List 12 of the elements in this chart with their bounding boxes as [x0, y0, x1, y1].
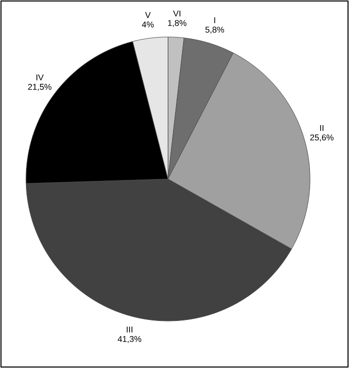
- data-label: 41,3%: [118, 336, 142, 343]
- slice-label: IV: [36, 74, 44, 80]
- slice-label: I: [214, 17, 216, 24]
- slice-label: VI: [173, 10, 180, 16]
- slice-label: V: [145, 12, 151, 18]
- slice-label: II: [320, 125, 324, 131]
- data-label: 25,6%: [310, 134, 334, 142]
- data-label: 4%: [142, 22, 154, 28]
- data-label: 1,8%: [168, 20, 186, 27]
- data-label: 21,5%: [28, 84, 52, 91]
- slice-label: III: [126, 326, 132, 332]
- data-label: 5,8%: [205, 26, 224, 34]
